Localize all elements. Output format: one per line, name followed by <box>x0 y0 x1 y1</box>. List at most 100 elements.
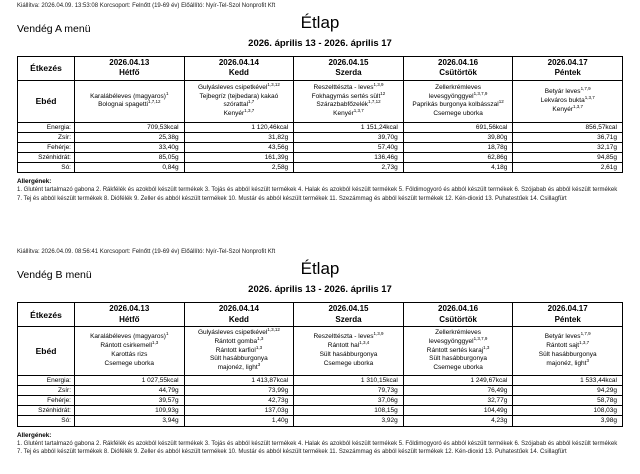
dish-item: Gulyásleves csipetkével1,3,12 <box>190 328 289 338</box>
nutrient-value: 3,92g <box>293 415 404 427</box>
dish-item: Csemege uborka <box>80 360 179 369</box>
allergens-heading: Allergének: <box>17 178 52 186</box>
dish-item: Tejbegríz (tejbedara) kakaó szórattal1,7 <box>190 93 289 111</box>
dish-name: Reszelttészta - leves <box>313 83 374 91</box>
meal-row-label: Ebéd <box>17 79 75 123</box>
day-name: Péntek <box>554 68 581 78</box>
nutrient-row: Só: 3,94g 1,40g 3,92g 4,23g 3,98g <box>17 415 623 427</box>
nutrient-value: 709,53kcal <box>74 121 185 133</box>
allergens-heading: Allergének: <box>17 431 52 439</box>
nutrient-value: 1 027,55kcal <box>74 374 185 387</box>
dish-allergen-numbers: 1,3,12 <box>267 81 280 87</box>
day-date: 2026.04.13 <box>109 304 150 314</box>
dish-allergen-numbers: 1,3,9 <box>373 331 384 337</box>
day-name: Csütörtök <box>439 68 477 78</box>
dish-allergen-numbers: 1,3 <box>483 344 490 350</box>
day-header-cell: 2026.04.13 Hétfő <box>74 56 185 81</box>
dish-item: majonéz, light3 <box>190 362 289 373</box>
dish-allergen-numbers: 1,7,12 <box>368 99 381 105</box>
nutrient-value: 58,78g <box>512 395 623 407</box>
page-title: Étlap <box>300 259 340 279</box>
nutrient-value: 0,84g <box>74 162 185 174</box>
dish-item: Gulyásleves csipetkével1,3,12 <box>190 81 289 93</box>
dish-item: Reszelttészta - leves1,3,9 <box>299 331 398 342</box>
dish-name: Bolognai spagetti <box>98 101 148 109</box>
dish-item: Karottás rizs <box>80 351 179 360</box>
nutrient-value: 85,05g <box>74 152 185 164</box>
nutrient-value: 1 413,87kcal <box>183 374 295 387</box>
nutrient-value: 94,29g <box>512 385 623 397</box>
dish-name: Lekváros bukta <box>540 96 585 104</box>
nutrient-label: Energia: <box>17 121 75 133</box>
dish-name: Sült hasábburgonya <box>209 355 268 363</box>
nutrient-value: 76,49g <box>402 385 514 397</box>
nutrient-row: Szénhidrát: 85,05g 161,39g 136,46g 62,86g 94,… <box>17 152 623 164</box>
day-name: Kedd <box>228 68 249 78</box>
dish-name: Sült hasábburgonya <box>429 355 487 363</box>
dish-name: Betyár leves <box>544 88 581 96</box>
nutrient-label: Szénhidrát: <box>17 405 75 417</box>
dish-name: Csemege uborka <box>104 359 155 367</box>
day-name: Péntek <box>554 314 581 324</box>
dishes-cell: Gulyásleves csipetkével1,3,12 Rántott gom… <box>183 326 295 376</box>
nutrient-value: 856,57kcal <box>512 121 623 133</box>
day-name: Hétfő <box>119 68 140 78</box>
day-name: Kedd <box>228 314 249 324</box>
dish-allergen-numbers: 1,3 <box>151 340 159 346</box>
dishes-cell: Betyár leves1,7,9 Rántott sajt1,3,7 Sült h… <box>512 326 623 376</box>
dish-allergen-numbers: 12 <box>380 90 386 96</box>
dish-item: majonéz, light3 <box>518 358 617 369</box>
allergens-block: Allergének: 1. Glutént tartalmazó gabona… <box>17 178 623 203</box>
nutrient-value: 1 151,24kcal <box>293 121 404 133</box>
dish-name: Gulyásleves csipetkével <box>197 329 268 337</box>
day-date: 2026.04.15 <box>328 304 369 314</box>
dish-allergen-numbers: 1,3,7 <box>353 107 364 113</box>
dish-allergen-numbers: 1,3 <box>257 335 264 341</box>
allergens-block: Allergének: 1. Glutént tartalmazó gabona… <box>17 432 623 457</box>
issue-meta: Kiállítva: 2026.04.09. 13:53:08 Korcsopo… <box>17 3 276 9</box>
nutrient-label: Energia: <box>17 374 75 387</box>
nutrient-value: 4,18g <box>402 162 514 174</box>
issue-meta: Kiállítva: 2026.04.09. 08:56:41 Korcsopo… <box>17 249 276 256</box>
day-name: Csütörtök <box>439 314 477 324</box>
allergens-legend: 1. Glutént tartalmazó gabona 2. Rákfélék… <box>17 440 618 455</box>
nutrient-value: 57,40g <box>293 142 404 154</box>
nutrient-value: 36,71g <box>512 131 623 144</box>
menu-name: Vendég A menü <box>17 23 91 35</box>
dish-allergen-numbers: 1,3,9 <box>373 81 384 87</box>
nutrient-row: Fehérje: 33,40g 43,56g 57,40g 18,78g 32,17g <box>17 142 623 154</box>
dish-name: Karalábéleves (magyaros) <box>90 333 166 341</box>
nutrient-value: 137,03g <box>183 405 295 417</box>
dish-item: Betyár leves1,7,9 <box>518 86 617 97</box>
day-header-cell: 2026.04.17 Péntek <box>512 302 623 328</box>
day-name: Szerda <box>335 68 362 78</box>
menu-page-a: Kiállítva: 2026.04.09. 13:53:08 Korcsopo… <box>17 3 623 203</box>
dishes-cell: Karalábéleves (magyaros)1 Rántott csirkem… <box>74 326 185 376</box>
dish-name: Csemege uborka <box>433 110 483 118</box>
dish-item: Karalábéleves (magyaros)1 <box>80 91 179 102</box>
dish-allergen-numbers: 1,3,7 <box>584 94 595 100</box>
nutrient-value: 33,40g <box>74 142 185 154</box>
dish-item: Kenyér1,3,7 <box>190 108 289 119</box>
day-date: 2026.04.17 <box>547 58 588 67</box>
day-header-cell: 2026.04.17 Péntek <box>512 56 623 81</box>
menu-table-a: Étkezés 2026.04.13 Hétfő 2026.04.14 Kedd 2026… <box>17 56 623 174</box>
dish-allergen-numbers: 1,7,12 <box>147 99 161 105</box>
meal-row: Ebéd Karalábéleves (magyaros)1 Bolognai sp… <box>17 79 623 123</box>
nutrient-row: Szénhidrát: 109,93g 137,03g 108,15g 104,49g 1… <box>17 405 623 417</box>
meal-column-header: Étkezés <box>17 302 75 328</box>
dishes-cell: Reszelttészta - leves1,3,9 Rántott hal1,3… <box>293 326 404 376</box>
menu-date-range: 2026. április 13 - 2026. április 17 <box>248 37 392 49</box>
nutrient-value: 104,49g <box>402 405 514 417</box>
nutrient-value: 32,17g <box>512 142 623 154</box>
dish-item: Sült hasábburgonya <box>518 351 617 360</box>
dish-allergen-numbers: 1,3,7 <box>572 103 583 109</box>
dish-item: Rántott karfiol1,3 <box>190 345 289 356</box>
day-date: 2026.04.16 <box>438 304 479 314</box>
dish-item: Fokhagymás sertés sült12 <box>299 90 398 102</box>
meal-row: Ebéd Karalábéleves (magyaros)1 Rántott csi… <box>17 326 623 376</box>
dish-name: Kenyér <box>223 110 245 118</box>
nutrient-value: 2,58g <box>183 162 295 174</box>
nutrient-label: Szénhidrát: <box>17 152 75 164</box>
